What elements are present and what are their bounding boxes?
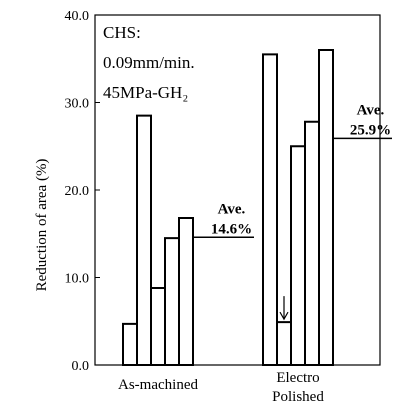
category-label: Polished	[272, 389, 324, 405]
y-tick-label: 20.0	[65, 184, 90, 199]
y-tick-label: 10.0	[65, 272, 90, 287]
y-axis-label: Reduction of area (%)	[34, 159, 50, 292]
annotation-line: 45MPa-GH₂	[103, 83, 188, 102]
bar	[276, 321, 292, 366]
average-label: Ave.	[357, 102, 385, 118]
bar	[262, 53, 278, 366]
y-tick-label: 40.0	[65, 9, 90, 24]
y-tick-label: 0.0	[72, 359, 90, 374]
category-labels: As-machined Electro Polished	[118, 370, 324, 405]
bar	[122, 322, 138, 366]
y-tick-labels: 0.0 10.0 20.0 30.0 40.0	[65, 9, 100, 374]
bar	[136, 114, 152, 366]
y-tick-label: 30.0	[65, 97, 90, 112]
bar	[304, 120, 320, 366]
category-label: As-machined	[118, 377, 198, 393]
category-label: Electro	[276, 370, 319, 386]
annotation-line: CHS:	[103, 23, 141, 42]
bar	[150, 287, 166, 366]
annotation-line: 0.09mm/min.	[103, 53, 195, 72]
bar	[178, 217, 194, 366]
bar	[318, 49, 334, 366]
average-label: 14.6%	[211, 221, 252, 237]
test-condition-annotation: CHS: 0.09mm/min. 45MPa-GH₂	[103, 23, 195, 102]
bars	[122, 49, 334, 366]
marker-arrow-head	[279, 311, 289, 321]
average-labels: Ave. 14.6% Ave. 25.9%	[193, 102, 392, 238]
bar	[290, 145, 306, 366]
bar	[164, 237, 180, 366]
average-label: 25.9%	[350, 122, 391, 138]
average-label: Ave.	[218, 201, 246, 217]
